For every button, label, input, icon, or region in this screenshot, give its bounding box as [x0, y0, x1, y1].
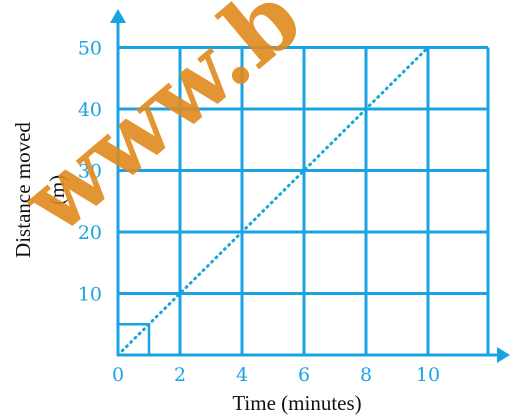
y-axis-label: Distance moved — [11, 122, 35, 258]
y-axis-arrow — [110, 9, 126, 23]
x-tick-label: 10 — [416, 364, 440, 386]
x-tick-label: 8 — [360, 364, 372, 386]
watermark-text: www.b — [2, 0, 321, 255]
axes — [110, 9, 510, 363]
series-line — [116, 46, 430, 357]
y-tick-label: 20 — [78, 222, 102, 244]
y-tick-label: 10 — [78, 284, 102, 306]
x-tick-label: 6 — [298, 364, 310, 386]
x-tick-label: 4 — [236, 364, 248, 386]
x-axis-label: Time (minutes) — [232, 391, 361, 415]
x-tick-label: 0 — [112, 364, 124, 386]
grid — [118, 46, 490, 355]
y-tick-label: 30 — [78, 161, 102, 183]
x-tick-label: 2 — [174, 364, 186, 386]
y-tick-label: 40 — [78, 99, 102, 121]
tick-labels: 0 2 4 6 8 10 10 20 30 40 50 — [78, 38, 440, 387]
y-tick-label: 50 — [78, 38, 102, 60]
series-layer — [116, 46, 430, 357]
y-axis-unit: (m) — [45, 175, 69, 205]
x-axis-arrow — [497, 347, 510, 363]
